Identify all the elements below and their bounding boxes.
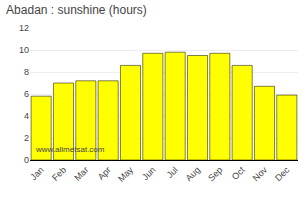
svg-text:www.allmetsat.com: www.allmetsat.com	[35, 145, 105, 154]
svg-text:Sep: Sep	[206, 165, 224, 183]
svg-text:Oct: Oct	[230, 164, 247, 181]
svg-text:Dec: Dec	[273, 164, 292, 183]
svg-text:Feb: Feb	[50, 165, 68, 183]
svg-text:12: 12	[19, 23, 29, 33]
svg-text:Apr: Apr	[96, 165, 113, 182]
svg-text:Mar: Mar	[72, 165, 90, 183]
svg-text:0: 0	[24, 155, 29, 165]
svg-text:2: 2	[24, 133, 29, 143]
svg-text:Jun: Jun	[140, 165, 157, 182]
svg-text:May: May	[116, 164, 135, 183]
svg-text:8: 8	[24, 67, 29, 77]
svg-text:Nov: Nov	[251, 164, 270, 183]
svg-text:6: 6	[24, 89, 29, 99]
svg-text:4: 4	[24, 111, 29, 121]
svg-text:Aug: Aug	[184, 165, 202, 183]
svg-text:10: 10	[19, 45, 29, 55]
svg-text:Abadan : sunshine (hours): Abadan : sunshine (hours)	[6, 3, 147, 17]
svg-text:Jan: Jan	[28, 165, 45, 182]
svg-text:Jul: Jul	[165, 165, 180, 180]
